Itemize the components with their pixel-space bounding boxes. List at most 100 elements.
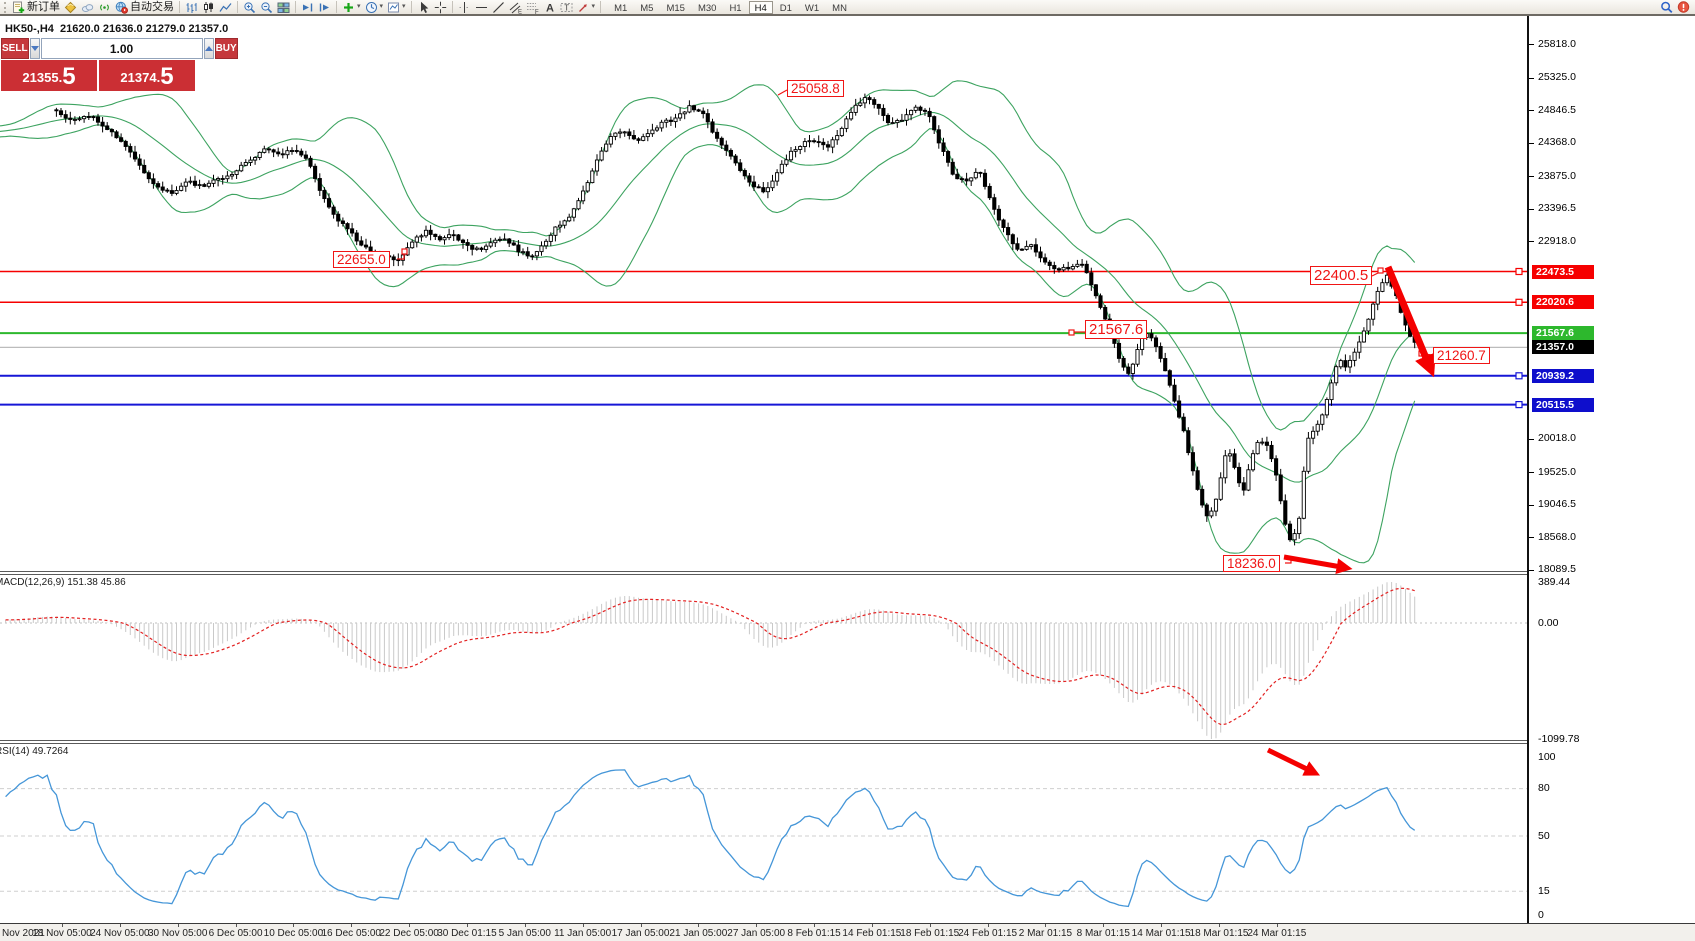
pane-separator[interactable] bbox=[0, 740, 1695, 744]
periods-button[interactable]: ▾ bbox=[363, 0, 386, 14]
price-annotation[interactable]: 25058.8 bbox=[787, 80, 844, 97]
cursor-icon bbox=[420, 1, 428, 13]
bars-chart-button[interactable] bbox=[183, 0, 200, 14]
price-annotation[interactable]: 21567.6 bbox=[1085, 320, 1148, 339]
toolbar-separator bbox=[336, 1, 337, 13]
text-button[interactable]: A bbox=[541, 0, 558, 14]
time-label: 18 Nov 05:00 bbox=[32, 928, 92, 939]
time-axis[interactable]: Nov 2021 18 Nov 05:00 24 Nov 05:00 30 Nov 0… bbox=[0, 923, 1695, 941]
rsi-axis-label: 0 bbox=[1538, 908, 1544, 921]
indicators-dropdown-icon: ▾ bbox=[357, 3, 361, 10]
price-annotation[interactable]: 22655.0 bbox=[333, 251, 390, 268]
timeframe-m5[interactable]: M5 bbox=[640, 2, 654, 14]
crosshair-button[interactable] bbox=[432, 0, 449, 14]
time-label: 6 Dec 05:00 bbox=[208, 928, 263, 939]
autotrade-button[interactable]: 自动交易 bbox=[113, 0, 176, 14]
arrows-button[interactable]: ▾ bbox=[575, 0, 598, 14]
price-tick-label: 24846.5 bbox=[1538, 103, 1576, 116]
price-annotation[interactable]: 22400.5 bbox=[1310, 266, 1373, 285]
volume-input[interactable] bbox=[40, 38, 203, 59]
axis-tick-mark bbox=[1529, 77, 1534, 79]
rsi-pane[interactable] bbox=[0, 744, 1527, 923]
chevron-down-icon bbox=[30, 46, 39, 51]
new-order-button[interactable]: 新订单 bbox=[10, 0, 62, 14]
macd-pane[interactable] bbox=[0, 575, 1527, 741]
cursor-button[interactable] bbox=[415, 0, 432, 14]
axis-tick-mark bbox=[1529, 110, 1534, 112]
time-label: 8 Feb 01:15 bbox=[787, 928, 841, 939]
chart-shift-button[interactable] bbox=[316, 0, 333, 14]
buy-price[interactable]: 21374. 5 bbox=[99, 60, 195, 91]
sell-button[interactable]: SELL bbox=[1, 38, 29, 59]
price-annotation[interactable]: 18236.0 bbox=[1223, 555, 1280, 572]
candles-chart-button[interactable] bbox=[200, 0, 217, 14]
time-label: 14 Mar 01:15 bbox=[1131, 928, 1191, 939]
timeframe-h1[interactable]: H1 bbox=[729, 2, 742, 14]
timeframe-mn[interactable]: MN bbox=[832, 2, 847, 14]
time-tick-mark bbox=[582, 924, 584, 927]
cloud-icon bbox=[81, 3, 94, 12]
time-label: 18 Mar 01:15 bbox=[1189, 928, 1249, 939]
pane-separator[interactable] bbox=[0, 571, 1695, 575]
price-pane[interactable] bbox=[0, 16, 1527, 573]
template-icon bbox=[388, 2, 400, 12]
chevron-up-icon bbox=[204, 46, 213, 51]
vertical-line-button[interactable] bbox=[456, 0, 473, 14]
volume-decrease-button[interactable] bbox=[29, 38, 40, 59]
level-price-label: 20939.2 bbox=[1532, 368, 1594, 383]
market-button[interactable] bbox=[62, 0, 79, 14]
fibonacci-icon: F bbox=[526, 2, 539, 14]
buy-button[interactable]: BUY bbox=[214, 38, 238, 59]
timeframe-d1[interactable]: D1 bbox=[779, 2, 792, 14]
autotrade-label: 自动交易 bbox=[130, 0, 174, 13]
zoom-in-button[interactable] bbox=[241, 0, 258, 14]
price-annotation[interactable]: 21260.7 bbox=[1433, 347, 1490, 364]
timeframe-m30[interactable]: M30 bbox=[697, 2, 717, 14]
auto-scroll-icon bbox=[303, 3, 313, 11]
tile-windows-button[interactable] bbox=[275, 0, 292, 14]
sell-price-main: 21355 bbox=[22, 70, 59, 85]
arrows-icon bbox=[578, 3, 587, 12]
timeframe-m1[interactable]: M1 bbox=[614, 2, 628, 14]
volume-increase-button[interactable] bbox=[203, 38, 214, 59]
time-tick-mark bbox=[987, 924, 989, 927]
indicators-button[interactable]: ▾ bbox=[340, 0, 363, 14]
line-chart-button[interactable] bbox=[217, 0, 234, 14]
equidistant-channel-button[interactable]: E bbox=[507, 0, 524, 14]
templates-button[interactable]: ▾ bbox=[385, 0, 408, 14]
trendline-button[interactable] bbox=[490, 0, 507, 14]
time-tick-mark bbox=[814, 924, 816, 927]
notification-icon[interactable] bbox=[1677, 0, 1690, 14]
chart-shift-icon bbox=[319, 3, 329, 11]
candles-chart-icon bbox=[204, 1, 213, 13]
signals-button[interactable] bbox=[96, 0, 113, 14]
toolbar-grip[interactable] bbox=[4, 1, 7, 13]
sell-price-dot: . bbox=[58, 70, 63, 85]
zoom-out-button[interactable] bbox=[258, 0, 275, 14]
price-tick-label: 22918.0 bbox=[1538, 234, 1576, 247]
horizontal-line-button[interactable] bbox=[473, 0, 490, 14]
auto-scroll-button[interactable] bbox=[299, 0, 316, 14]
search-icon[interactable] bbox=[1660, 1, 1673, 14]
timeframe-m15[interactable]: M15 bbox=[666, 2, 685, 14]
sell-price-frac: 5 bbox=[62, 63, 76, 90]
virtual-hosting-button[interactable] bbox=[79, 0, 96, 14]
fibonacci-button[interactable]: F bbox=[524, 0, 541, 14]
level-price-label: 21567.6 bbox=[1532, 326, 1594, 341]
timeframe-h4[interactable]: H4 bbox=[748, 0, 773, 14]
time-tick-mark bbox=[119, 924, 121, 927]
axis-tick-mark bbox=[1529, 208, 1534, 210]
gold-diamond-icon bbox=[64, 1, 77, 13]
price-axis[interactable]: 25818.0 25325.0 24846.5 24368.0 23875.0 23396… bbox=[1527, 16, 1695, 923]
axis-tick-mark bbox=[1529, 438, 1534, 440]
price-tick-label: 23875.0 bbox=[1538, 169, 1576, 182]
text-label-button[interactable]: T bbox=[558, 0, 575, 14]
level-price-label: 22020.6 bbox=[1532, 295, 1594, 310]
price-tick-label: 23396.5 bbox=[1538, 202, 1576, 215]
time-label: 22 Dec 05:00 bbox=[379, 928, 439, 939]
time-label: 30 Nov 05:00 bbox=[147, 928, 208, 939]
time-tick-mark bbox=[409, 924, 411, 927]
sell-price[interactable]: 21355. 5 bbox=[1, 60, 97, 91]
timeframe-w1[interactable]: W1 bbox=[804, 2, 820, 14]
